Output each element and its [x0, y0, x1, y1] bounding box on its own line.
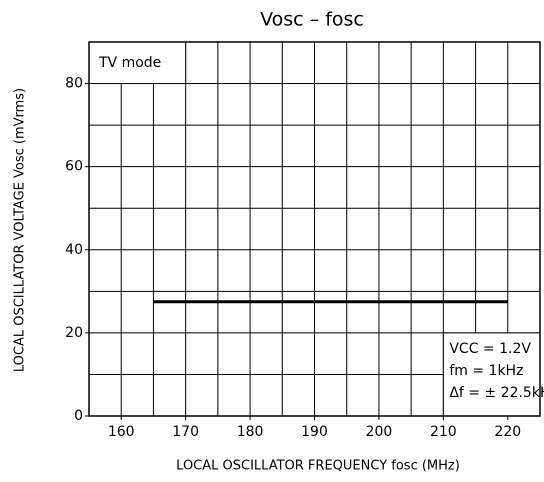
- annotation: TV mode: [98, 55, 161, 71]
- x-tick-label: 210: [430, 424, 457, 440]
- y-tick-label: 40: [65, 242, 83, 258]
- x-tick-label: 220: [494, 424, 521, 440]
- x-tick-label: 170: [172, 424, 199, 440]
- annotation: VCC = 1.2V: [449, 341, 531, 357]
- y-tick-label: 80: [65, 76, 83, 92]
- x-axis-label: LOCAL OSCILLATOR FREQUENCY fosc (MHz): [176, 459, 460, 474]
- annotation: Δf = ± 22.5kHz: [449, 385, 544, 401]
- x-tick-label: 160: [108, 424, 135, 440]
- x-tick-label: 200: [366, 424, 393, 440]
- x-tick-label: 180: [237, 424, 264, 440]
- annotation-box: [88, 41, 187, 85]
- y-tick-label: 60: [65, 159, 83, 175]
- x-tick-label: 190: [301, 424, 328, 440]
- chart-title: Vosc – fosc: [260, 9, 364, 31]
- y-tick-label: 20: [65, 325, 83, 341]
- y-axis-label: LOCAL OSCILLATOR VOLTAGE Vosc (mVrms): [13, 88, 28, 372]
- y-tick-label: 0: [74, 408, 83, 424]
- annotation: fm = 1kHz: [449, 363, 523, 379]
